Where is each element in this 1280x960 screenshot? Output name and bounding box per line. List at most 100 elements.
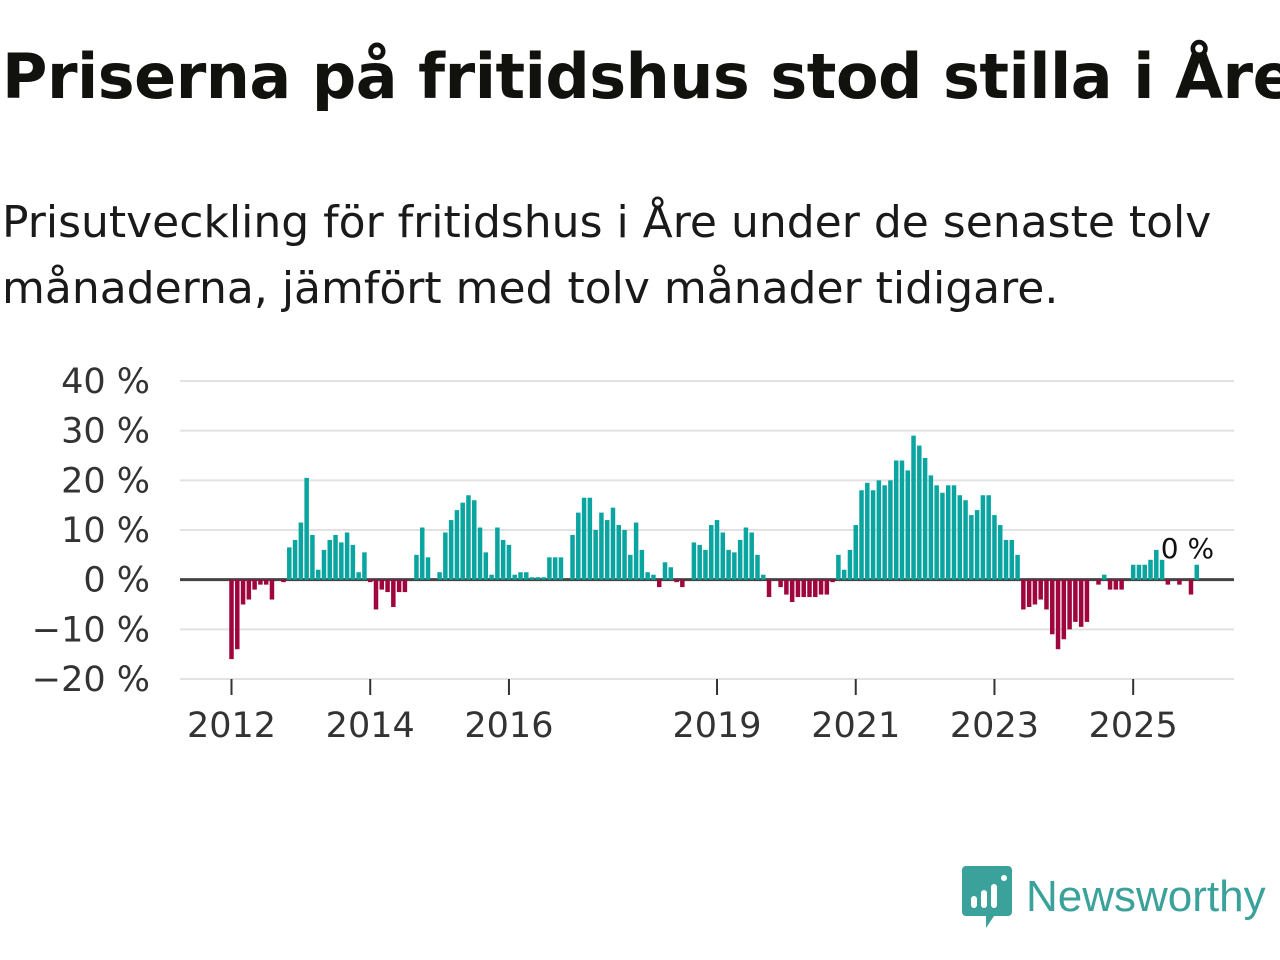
bar [385,579,390,593]
bar [472,500,477,580]
bar [391,579,396,607]
bar [674,579,679,583]
bar [610,507,616,580]
bar [997,525,1003,580]
bar [633,522,639,580]
bar [373,579,379,610]
bar [743,527,749,580]
annotation: 0 % [1158,529,1217,568]
x-tick-label: 2025 [1089,706,1178,746]
bar [836,554,841,580]
bar [882,485,887,580]
bar [437,572,442,580]
bar [321,549,327,580]
bar [570,534,575,580]
bar [269,579,275,600]
bar [1113,579,1119,590]
bar [252,579,257,590]
bar [339,542,344,580]
y-tick-label: −20 % [32,660,150,700]
bar [246,579,252,600]
bar [558,557,564,580]
bar [1061,579,1067,640]
bar [327,539,333,580]
bar [639,549,645,580]
bar [1084,579,1090,622]
bar [697,544,702,580]
bar [801,579,806,598]
bar [1159,559,1165,580]
bar [1142,564,1147,580]
y-tick-label: −10 % [32,610,150,650]
bar [541,577,546,580]
bar [310,534,315,580]
y-tick-label: 20 % [61,461,150,501]
bar [986,495,991,580]
bar [888,480,893,580]
bar [1096,579,1101,585]
gridlines [180,380,1234,680]
newsworthy-logo: Newsworthy [962,862,1266,932]
bars [229,435,1200,660]
bar [656,579,662,588]
bar [367,579,373,583]
bar [749,532,754,580]
bar [784,579,789,595]
bar [1067,579,1072,630]
bar [847,549,853,580]
bar [263,579,269,585]
bar [240,579,246,605]
bar [483,552,489,580]
bar [443,532,448,580]
bar [1188,579,1194,595]
bar [599,512,604,580]
bar [362,552,367,580]
bar [495,527,500,580]
bar [460,502,465,580]
bar [466,495,471,580]
bar [1107,579,1113,590]
y-tick-label: 0 % [83,561,150,601]
bar [1015,554,1020,580]
bar [356,572,361,580]
bar [350,544,356,580]
bar [945,485,951,580]
bar [830,579,835,583]
bar [235,579,240,650]
bar [1148,559,1153,580]
bar [1154,549,1159,580]
bar [454,510,460,580]
bar [992,515,997,580]
bar [818,579,824,595]
bar [720,532,726,580]
bar [761,574,766,580]
bar [258,579,263,585]
bar [922,457,928,580]
bar [737,539,743,580]
bar [402,579,408,593]
x-tick-label: 2023 [950,706,1039,746]
bar [974,510,980,580]
bar [795,579,801,598]
y-axis-ticks: 40 % 30 % 20 % 10 % 0 % −10 % −20 % [32,362,150,700]
bar [668,567,674,580]
bar [229,579,234,660]
bar [766,579,772,598]
bar [379,579,385,590]
bar [1021,579,1026,610]
bar [552,557,558,580]
bar [292,539,298,580]
bar [425,557,431,580]
bar [1102,574,1107,580]
bar [1073,579,1078,622]
bar [1038,579,1043,600]
bar [298,522,304,580]
x-tick-label: 2014 [326,706,415,746]
bar [1165,579,1171,585]
brand-name: Newsworthy [1026,872,1266,921]
bar [824,579,830,595]
bar [477,527,483,580]
bar [1055,579,1061,650]
x-tick-label: 2016 [464,706,553,746]
bar [448,520,454,580]
